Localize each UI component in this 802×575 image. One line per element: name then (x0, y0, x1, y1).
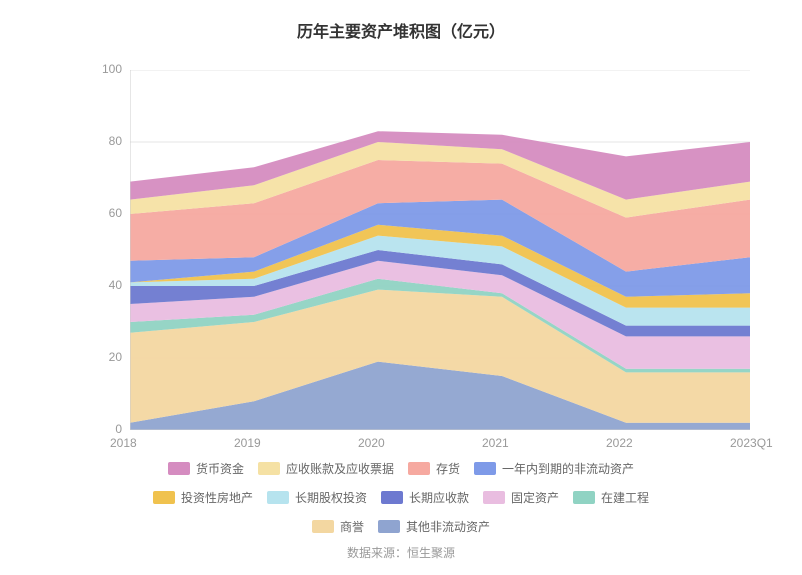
legend-item[interactable]: 投资性房地产 (153, 489, 253, 506)
chart-area (130, 70, 750, 430)
legend-label: 长期应收款 (409, 489, 469, 506)
legend-item[interactable]: 长期应收款 (381, 489, 469, 506)
x-tick-label: 2022 (606, 436, 633, 450)
legend-swatch (258, 462, 280, 475)
legend-label: 在建工程 (601, 489, 649, 506)
legend-item[interactable]: 货币资金 (168, 460, 244, 477)
y-tick-label: 40 (109, 278, 122, 292)
legend-label: 应收账款及应收票据 (286, 460, 394, 477)
legend-label: 存货 (436, 460, 460, 477)
x-tick-label: 2020 (358, 436, 385, 450)
legend-label: 投资性房地产 (181, 489, 253, 506)
x-tick-label: 2018 (110, 436, 137, 450)
legend: 货币资金 应收账款及应收票据 存货 一年内到期的非流动资产投资性房地产 长期股权投资 长期… (0, 460, 802, 541)
legend-swatch (483, 491, 505, 504)
legend-swatch (381, 491, 403, 504)
y-tick-label: 80 (109, 134, 122, 148)
legend-swatch (378, 520, 400, 533)
legend-swatch (153, 491, 175, 504)
data-source: 数据来源：恒生聚源 (0, 544, 802, 561)
chart-title: 历年主要资产堆积图（亿元） (0, 0, 802, 42)
legend-swatch (573, 491, 595, 504)
legend-item[interactable]: 固定资产 (483, 489, 559, 506)
legend-label: 商誉 (340, 518, 364, 535)
legend-item[interactable]: 商誉 (312, 518, 364, 535)
legend-swatch (474, 462, 496, 475)
legend-swatch (168, 462, 190, 475)
legend-label: 其他非流动资产 (406, 518, 490, 535)
legend-label: 固定资产 (511, 489, 559, 506)
legend-label: 长期股权投资 (295, 489, 367, 506)
x-tick-label: 2021 (482, 436, 509, 450)
legend-label: 一年内到期的非流动资产 (502, 460, 634, 477)
legend-item[interactable]: 长期股权投资 (267, 489, 367, 506)
legend-swatch (267, 491, 289, 504)
legend-item[interactable]: 在建工程 (573, 489, 649, 506)
legend-item[interactable]: 一年内到期的非流动资产 (474, 460, 634, 477)
legend-item[interactable]: 应收账款及应收票据 (258, 460, 394, 477)
y-tick-label: 100 (102, 62, 122, 76)
legend-swatch (408, 462, 430, 475)
legend-item[interactable]: 其他非流动资产 (378, 518, 490, 535)
legend-item[interactable]: 存货 (408, 460, 460, 477)
x-tick-label: 2019 (234, 436, 261, 450)
legend-label: 货币资金 (196, 460, 244, 477)
y-tick-label: 60 (109, 206, 122, 220)
y-tick-label: 0 (115, 422, 122, 436)
stacked-area-chart (130, 70, 750, 430)
legend-swatch (312, 520, 334, 533)
x-tick-label: 2023Q1 (730, 436, 773, 450)
y-tick-label: 20 (109, 350, 122, 364)
